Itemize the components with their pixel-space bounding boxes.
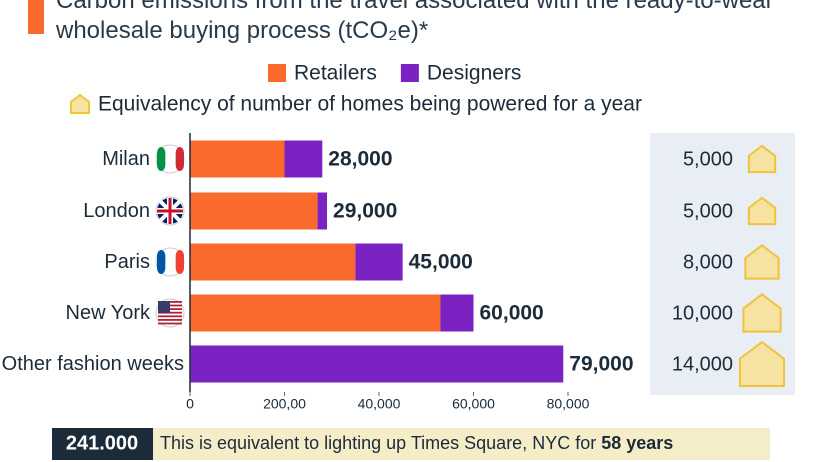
bar-segment	[284, 140, 323, 178]
legend-swatch	[268, 64, 286, 82]
title-accent	[28, 0, 44, 34]
x-tick-label: 40,000	[358, 396, 401, 412]
flag-stripe	[166, 250, 175, 274]
total-label: 79,000	[569, 353, 633, 376]
homes-label: 5,000	[683, 200, 733, 222]
home-icon	[747, 196, 777, 226]
bar-segment	[190, 345, 564, 383]
title-box: Carbon emissions from the travel associa…	[56, 0, 774, 44]
footer-total: 241.000	[66, 432, 138, 454]
total-label: 45,000	[409, 251, 473, 274]
bar-segment	[317, 192, 328, 230]
total-label: 60,000	[480, 302, 544, 325]
home-icon	[742, 293, 782, 333]
footer-text: This is equivalent to lighting up Times …	[160, 433, 673, 453]
footer-box	[153, 428, 770, 460]
bar-segment	[440, 294, 474, 332]
homes-legend-icon	[70, 93, 90, 114]
home-icon	[747, 144, 777, 174]
homes-label: 10,000	[672, 302, 733, 324]
legend-swatch	[400, 64, 419, 82]
x-tick-label: 60,000	[452, 396, 495, 412]
flag-stripe	[175, 250, 184, 274]
footer-body: This is equivalent to lighting up Times …	[160, 433, 596, 453]
footer-emphasis: 58 years	[601, 433, 673, 453]
footer-total-box	[52, 428, 153, 460]
bar-segment	[355, 243, 403, 281]
total-label: 29,000	[333, 200, 397, 223]
flag-cross	[157, 198, 183, 224]
homes-legend-label: Equivalency of number of homes being pow…	[98, 93, 642, 116]
legend-label: Designers	[427, 62, 522, 85]
y-tick-label: Milan	[102, 148, 150, 170]
x-tick-label: 200,00	[263, 396, 306, 412]
chart-title: Carbon emissions from the travel associa…	[56, 0, 774, 44]
legend-label: Retailers	[294, 62, 377, 85]
y-tick-label: New York	[65, 302, 151, 324]
flag-stripe	[175, 147, 184, 171]
total-label: 28,000	[328, 148, 392, 171]
homes-label: 14,000	[672, 353, 733, 375]
y-tick-label: Paris	[104, 251, 150, 273]
home-icon	[739, 340, 785, 387]
y-tick-label: London	[83, 200, 150, 222]
homes-label: 5,000	[683, 148, 733, 170]
homes-label: 8,000	[683, 251, 733, 273]
flag-stripe	[166, 147, 175, 171]
x-tick-label: 0	[186, 396, 194, 412]
flag-canton	[158, 301, 170, 313]
flag-stripe	[158, 322, 182, 325]
flag-stripe	[158, 315, 182, 318]
flag-stripe	[158, 319, 182, 321]
bar-segment	[190, 140, 285, 178]
home-icon	[744, 244, 780, 280]
bar-segment	[190, 294, 441, 332]
flag-stripe	[157, 250, 166, 274]
y-tick-label: Other fashion weeks	[1, 353, 184, 375]
bar-segment	[190, 243, 356, 281]
flag-stripe	[157, 147, 166, 171]
bar-segment	[190, 192, 318, 230]
x-tick-label: 80,000	[547, 396, 590, 412]
